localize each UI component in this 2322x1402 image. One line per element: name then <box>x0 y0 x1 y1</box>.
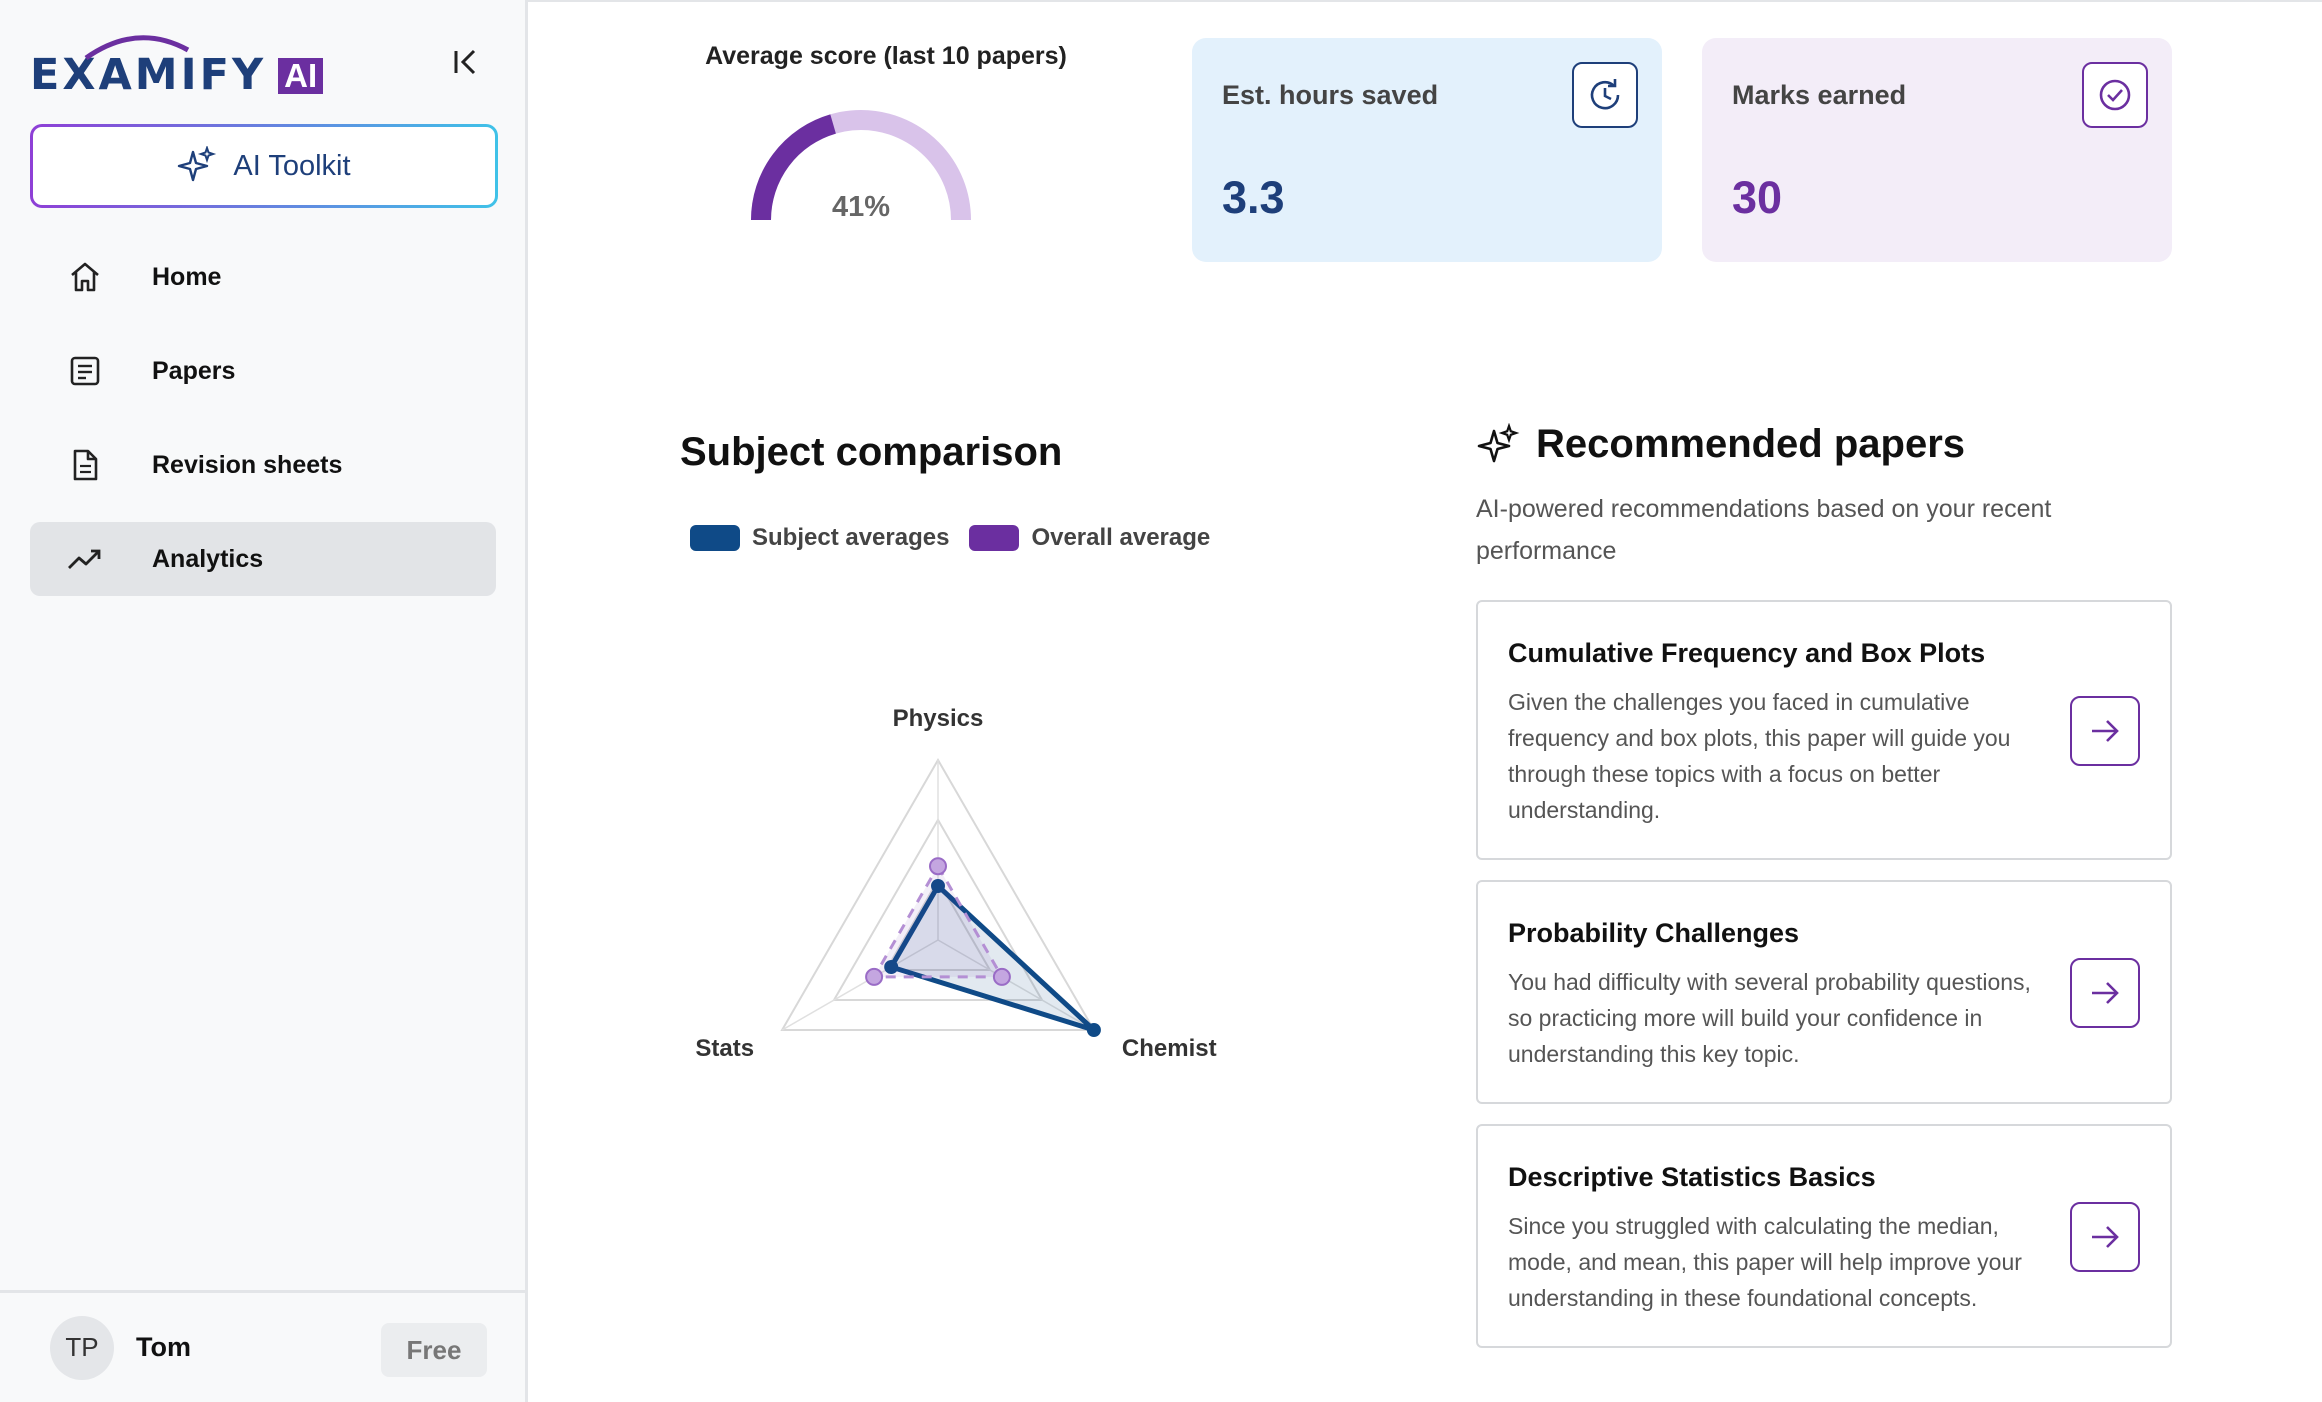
radar-grid-ring <box>780 758 1096 1031</box>
home-icon <box>60 260 110 294</box>
logo-badge: AI <box>278 58 324 94</box>
radar-series-overall-average <box>871 863 1005 979</box>
sidebar-item-label: Analytics <box>152 544 264 573</box>
sidebar-item-home[interactable]: Home <box>30 240 496 314</box>
radar-point <box>1086 1023 1101 1037</box>
sparkle-icon <box>1477 422 1520 462</box>
legend-swatch <box>690 525 740 551</box>
marks-earned-card: Marks earned 30 <box>1702 38 2172 262</box>
average-score-title: Average score (last 10 papers) <box>705 42 1067 70</box>
paper-title: Probability Challenges <box>1508 918 1800 948</box>
open-paper-button[interactable] <box>2070 696 2140 766</box>
recommended-paper-card[interactable]: Probability Challenges You had difficult… <box>1476 880 2172 1104</box>
ai-toolkit-label: AI Toolkit <box>233 149 351 182</box>
paper-title: Cumulative Frequency and Box Plots <box>1508 638 1986 668</box>
radar-grid-ring <box>884 878 992 971</box>
radar-series-subject-averages <box>887 882 1096 1033</box>
radar-axis-label: Chemistry <box>1122 1035 1218 1062</box>
file-icon <box>60 448 110 482</box>
sidebar-nav: Home Papers Revision sheets Analytics <box>30 240 496 616</box>
average-score-gauge: 41% <box>751 110 971 223</box>
marks-earned-value: 30 <box>1732 172 1783 223</box>
recommended-title: Recommended papers <box>1536 422 1966 466</box>
radar-axis <box>781 939 939 1031</box>
legend-swatch <box>969 525 1020 551</box>
recommended-paper-card[interactable]: Cumulative Frequency and Box Plots Given… <box>1476 600 2172 860</box>
legend-item-overall-average[interactable]: Overall average <box>969 524 1210 552</box>
brand-logo[interactable]: EXAMIFY AI <box>30 30 324 100</box>
sidebar-item-revision-sheets[interactable]: Revision sheets <box>30 428 496 502</box>
logo-arc-icon <box>84 35 190 60</box>
sidebar-item-label: Home <box>152 262 222 291</box>
hours-saved-value: 3.3 <box>1222 172 1285 223</box>
open-paper-button[interactable] <box>2070 1202 2140 1272</box>
radar-point <box>929 857 947 876</box>
document-lines-icon <box>60 354 110 388</box>
clock-refresh-icon <box>1572 62 1638 128</box>
sidebar-item-analytics[interactable]: Analytics <box>30 522 496 596</box>
user-profile[interactable]: TP Tom Free <box>0 1290 525 1402</box>
hours-saved-label: Est. hours saved <box>1222 80 1439 110</box>
paper-description: Since you struggled with calculating the… <box>1508 1213 2022 1311</box>
open-paper-button[interactable] <box>2070 958 2140 1028</box>
recommended-paper-card[interactable]: Descriptive Statistics Basics Since you … <box>1476 1124 2172 1348</box>
radar-point <box>992 967 1011 986</box>
ai-toolkit-button[interactable]: AI Toolkit <box>30 124 498 208</box>
collapse-sidebar-button[interactable] <box>446 42 486 82</box>
sidebar-item-label: Revision sheets <box>152 450 343 479</box>
avatar: TP <box>50 1315 114 1380</box>
sparkle-icon <box>178 146 217 182</box>
subject-radar-chart: Physics Chemistry Stats <box>695 705 1218 1062</box>
main-content: Average score (last 10 papers) 41% Est. … <box>528 0 2322 1402</box>
paper-title: Descriptive Statistics Basics <box>1508 1162 1876 1192</box>
average-score-card: Average score (last 10 papers) 41% <box>688 42 1084 242</box>
radar-grid-ring <box>832 817 1044 1001</box>
marks-earned-label: Marks earned <box>1732 80 1907 110</box>
legend-item-subject-averages[interactable]: Subject averages <box>690 524 949 552</box>
paper-description: Given the challenges you faced in cumula… <box>1508 689 2011 823</box>
trending-up-icon <box>60 542 110 576</box>
paper-description: You had difficulty with several probabil… <box>1508 969 2031 1067</box>
recommended-subtitle: AI-powered recommendations based on your… <box>1476 495 2052 565</box>
hours-saved-card: Est. hours saved 3.3 <box>1192 38 1662 262</box>
average-score-value: 41% <box>832 191 890 223</box>
subject-comparison-title: Subject comparison <box>680 430 1063 474</box>
ai-toolkit-inner: AI Toolkit <box>33 127 495 205</box>
arrow-right-icon <box>2092 982 2119 1004</box>
collapse-left-icon <box>454 49 476 75</box>
legend-label: Subject averages <box>752 524 950 551</box>
plan-badge[interactable]: Free <box>381 1323 487 1377</box>
radar-axis <box>937 939 1095 1031</box>
sidebar-item-papers[interactable]: Papers <box>30 334 496 408</box>
user-name: Tom <box>136 1332 191 1362</box>
recommended-header: Recommended papers <box>1476 422 1965 467</box>
radar-axis-label: Stats <box>695 1035 754 1062</box>
arrow-right-icon <box>2092 1226 2119 1248</box>
radar-point <box>865 967 884 986</box>
logo-text: EXAMIFY <box>30 50 267 100</box>
sidebar: EXAMIFY AI AI Toolkit H <box>0 0 528 1402</box>
check-circle-icon <box>2082 62 2148 128</box>
chart-legend: Subject averages Overall average <box>690 524 1210 552</box>
arrow-right-icon <box>2092 720 2119 742</box>
sidebar-item-label: Papers <box>152 356 236 385</box>
radar-point <box>931 879 945 893</box>
radar-point <box>884 960 899 974</box>
radar-axis-label: Physics <box>893 705 984 732</box>
legend-label: Overall average <box>1031 524 1211 551</box>
